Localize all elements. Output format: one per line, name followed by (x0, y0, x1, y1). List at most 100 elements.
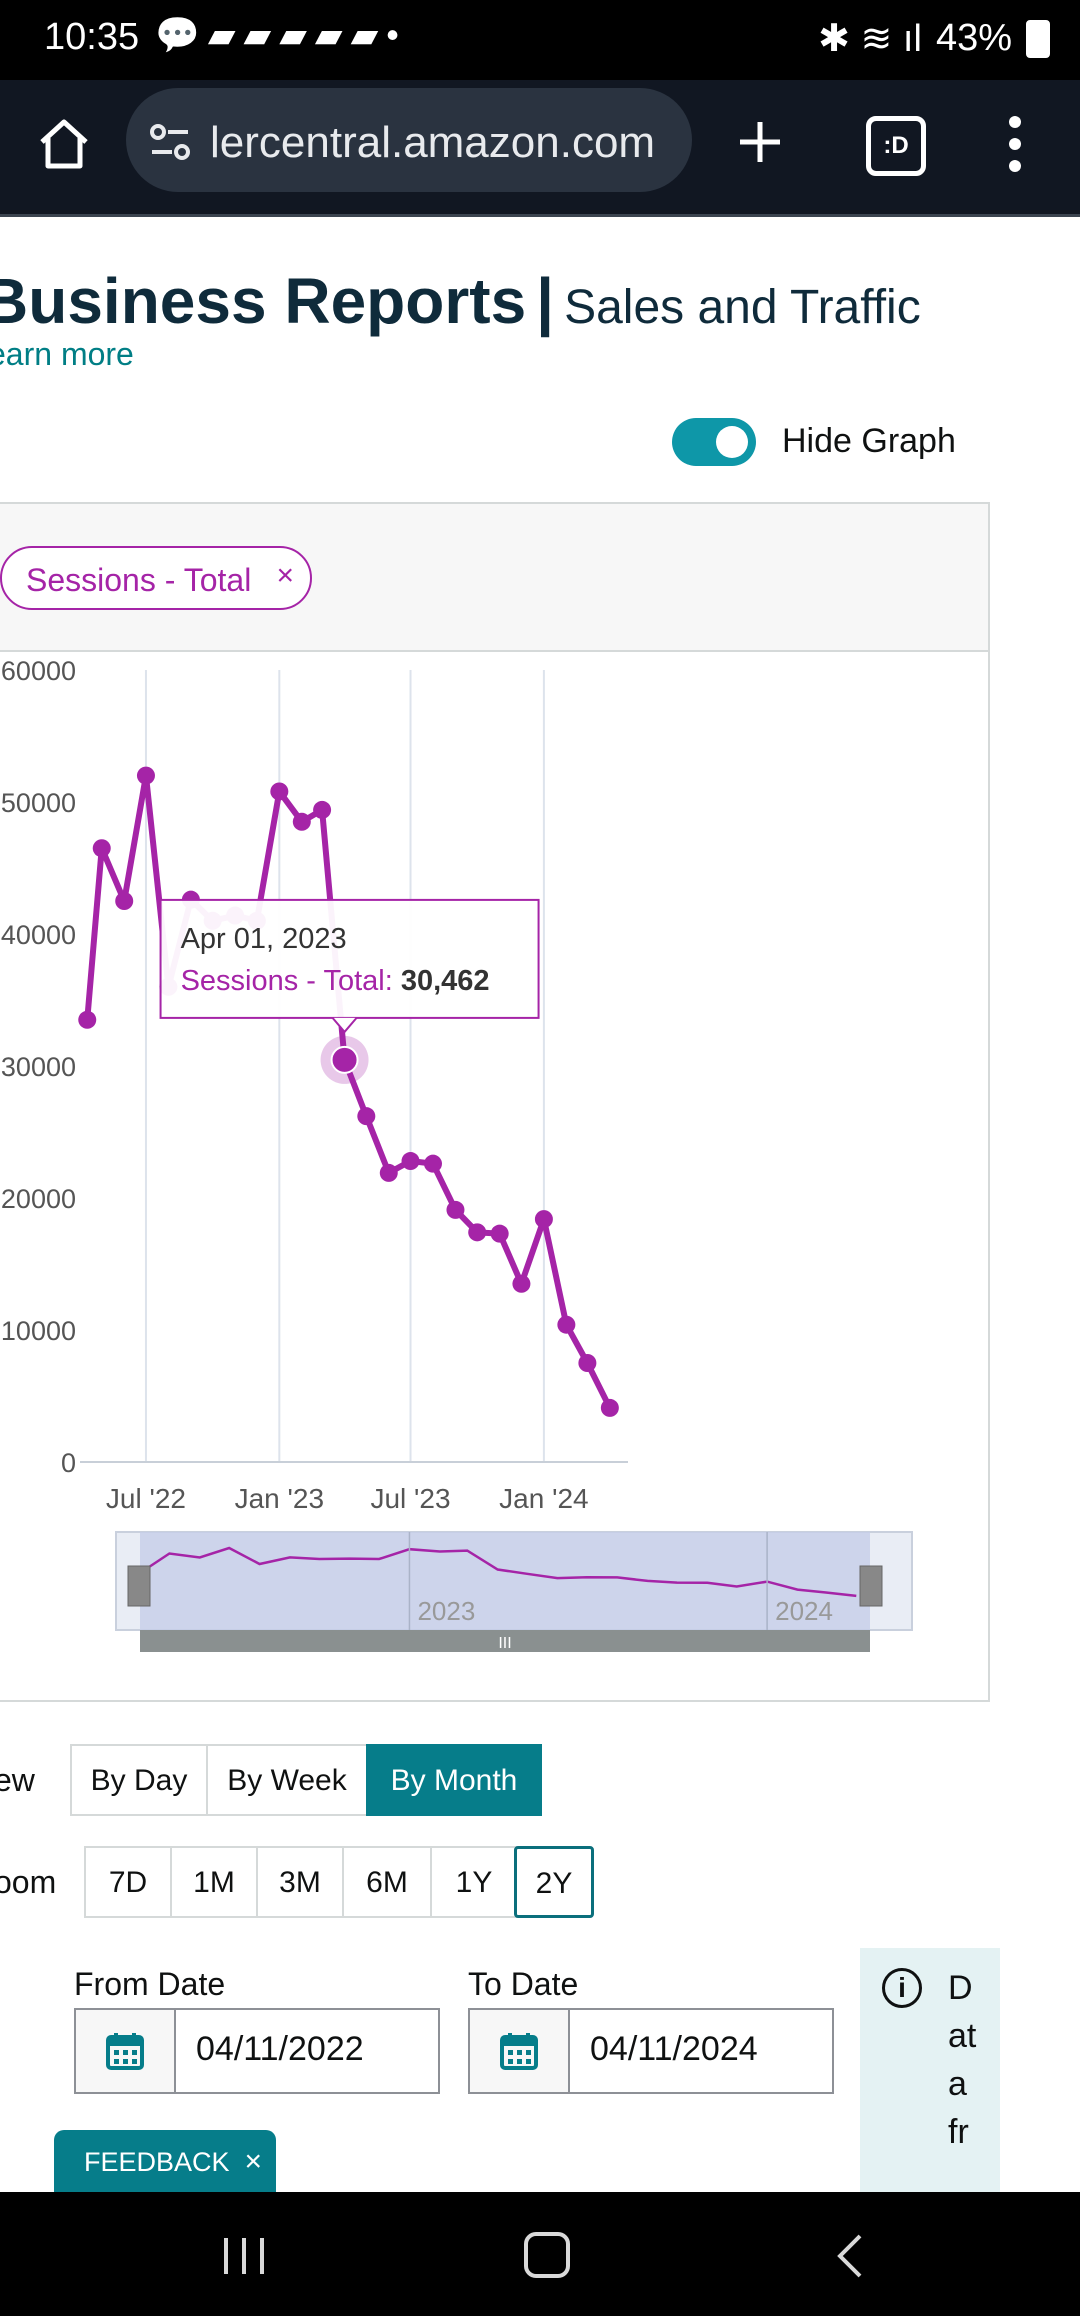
graph-panel: Sessions - Total × 60000 50000 40000 30000 2… (0, 502, 990, 1702)
to-date-value[interactable]: 04/11/2024 (590, 2030, 758, 2068)
to-date-calendar-button[interactable] (470, 2010, 570, 2092)
data-point (136, 766, 155, 785)
view-label: ew (0, 1762, 35, 1798)
metric-chip-area: Sessions - Total × (0, 504, 988, 652)
status-time: 10:35 (44, 16, 140, 58)
page-title-text: Business Reports (0, 265, 527, 337)
url-text: lercentral.amazon.com (210, 118, 656, 167)
home-nav-icon[interactable] (524, 2232, 570, 2278)
info-icon: i (882, 1968, 922, 2008)
data-point (115, 892, 134, 910)
zoom-1y-button[interactable]: 1Y (430, 1846, 518, 1918)
view-by-day-button[interactable]: By Day (70, 1744, 208, 1816)
data-point (379, 1163, 398, 1182)
data-point (78, 1010, 97, 1029)
recents-icon[interactable] (222, 2236, 266, 2276)
status-bar: 10:35 💬▰▰▰▰▰• ✱ ≋ ıl 43% (0, 0, 1080, 80)
data-point (357, 1107, 376, 1126)
status-right: ✱ ≋ ıl 43% (818, 16, 1050, 61)
y-tick-label: 40000 (1, 920, 76, 950)
data-point (446, 1200, 465, 1219)
zoom-1m-button[interactable]: 1M (170, 1846, 258, 1918)
view-by-month-button[interactable]: By Month (366, 1744, 542, 1816)
data-point (92, 839, 111, 858)
navigator-series (149, 1546, 857, 1598)
data-point (578, 1354, 597, 1372)
tooltip-box (159, 898, 540, 1019)
navigator-right-handle (859, 1565, 883, 1607)
data-point (292, 812, 311, 831)
y-tick-label: 0 (61, 1448, 76, 1478)
address-bar[interactable]: lercentral.amazon.com (126, 88, 692, 192)
site-settings-icon[interactable] (148, 120, 192, 164)
page-subtitle: Sales and Traffic (564, 281, 921, 334)
learn-more-link[interactable]: earn more (0, 336, 134, 372)
from-date-label: From Date (74, 1966, 226, 2002)
view-by-week-button[interactable]: By Week (206, 1744, 368, 1816)
back-icon[interactable] (836, 2234, 864, 2278)
battery-icon (1026, 19, 1050, 58)
data-point (401, 1152, 420, 1171)
info-text: Data fr (948, 1969, 977, 2151)
zoom-7d-button[interactable]: 7D (84, 1846, 172, 1918)
data-point (600, 1398, 619, 1417)
data-point-highlighted (330, 1045, 359, 1074)
home-icon[interactable] (34, 114, 94, 174)
y-tick-label: 20000 (1, 1184, 76, 1214)
from-date-calendar-button[interactable] (76, 2010, 176, 2092)
to-date-field[interactable]: 04/11/2024 (468, 2008, 834, 2094)
close-icon[interactable]: × (276, 559, 294, 592)
x-tick-label: Jul '23 (370, 1483, 450, 1514)
chat-icon: 💬 (155, 14, 208, 55)
zoom-2y-button[interactable]: 2Y (514, 1846, 594, 1918)
system-nav-bar (0, 2192, 1080, 2316)
new-tab-icon[interactable] (730, 112, 790, 172)
zoom-6m-button[interactable]: 6M (342, 1846, 432, 1918)
to-date-label: To Date (468, 1966, 579, 2002)
data-point (270, 782, 289, 801)
tooltip-date: Apr 01, 2023 (181, 923, 347, 955)
tooltip-value: 30,462 (401, 965, 490, 997)
from-date-value[interactable]: 04/11/2022 (196, 2030, 364, 2068)
data-point (313, 800, 332, 819)
series-line-sessions (84, 772, 613, 1410)
navigator-left-handle (127, 1565, 151, 1607)
more-dot-icon: • (386, 14, 407, 55)
hide-graph-label: Hide Graph (782, 422, 956, 460)
notification-icons: 💬▰▰▰▰▰• (155, 14, 407, 56)
zoom-label: oom (0, 1864, 57, 1900)
y-tick-label: 30000 (1, 1052, 76, 1082)
from-date-field[interactable]: 04/11/2022 (74, 2008, 440, 2094)
data-point (557, 1315, 576, 1334)
data-point (512, 1274, 531, 1293)
data-point (490, 1224, 509, 1243)
page-title: Business Reports | Sales and Traffic (0, 264, 921, 338)
data-point (468, 1223, 487, 1242)
navigator-year-label: 2024 (775, 1596, 833, 1626)
data-point (534, 1210, 553, 1229)
tooltip-pointer (331, 1017, 358, 1034)
y-tick-label: 60000 (1, 656, 76, 686)
x-tick-label: Jul '22 (106, 1483, 186, 1514)
feedback-label: FEEDBACK (84, 2147, 230, 2177)
sessions-line-chart: 60000 50000 40000 30000 20000 10000 0 Jul '22 Ja… (1, 656, 913, 1652)
navigator-year-label: 2023 (417, 1596, 475, 1626)
navigator-selection (140, 1532, 870, 1630)
metric-chip-label: Sessions - Total (26, 562, 252, 598)
calendar-icon (106, 2033, 144, 2070)
x-tick-label: Jan '23 (235, 1483, 324, 1514)
app-icon: ▰▰▰▰▰ (207, 14, 387, 55)
zoom-3m-button[interactable]: 3M (256, 1846, 344, 1918)
navigator-scrollbar (140, 1630, 870, 1652)
tab-switcher-button[interactable]: :D (866, 116, 926, 176)
metric-chip-sessions[interactable]: Sessions - Total × (0, 546, 312, 610)
signal-icons: ✱ ≋ ıl (818, 18, 922, 60)
more-menu-icon[interactable] (1000, 110, 1030, 180)
info-panel: i Data fr (860, 1948, 1000, 2198)
y-tick-label: 50000 (1, 788, 76, 818)
close-icon[interactable]: × (244, 2145, 262, 2178)
hide-graph-toggle[interactable] (672, 418, 756, 466)
x-tick-label: Jan '24 (499, 1483, 588, 1514)
title-separator: | (536, 265, 555, 337)
feedback-button[interactable]: FEEDBACK × (54, 2130, 276, 2194)
